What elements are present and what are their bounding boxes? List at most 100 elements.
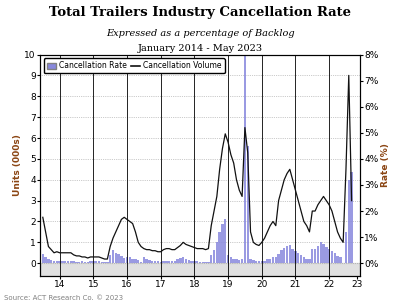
Bar [190,261,193,263]
Bar [95,261,97,263]
Bar [255,261,257,263]
Bar [252,260,254,263]
Bar [249,259,252,263]
Bar [58,261,61,263]
Bar [112,250,114,263]
Bar [311,249,314,263]
Bar [106,262,108,263]
Bar [148,260,151,263]
Bar [123,258,126,263]
Bar [114,253,117,263]
Bar [221,224,224,263]
Bar [129,258,131,263]
Bar [157,261,159,263]
Bar [134,259,137,263]
Bar [244,55,246,263]
Bar [325,247,328,263]
Text: Source: ACT Research Co. © 2023: Source: ACT Research Co. © 2023 [4,295,123,301]
Bar [70,261,72,263]
Bar [67,261,69,263]
Bar [132,258,134,263]
Bar [328,249,330,263]
Bar [235,259,238,263]
Bar [81,261,83,263]
Bar [216,242,218,263]
Bar [196,261,198,263]
Bar [78,262,80,263]
Bar [56,261,58,263]
Bar [207,262,210,263]
Bar [345,232,347,263]
Bar [218,232,221,263]
Bar [331,251,333,263]
Bar [146,258,148,263]
Bar [227,255,229,263]
Bar [118,254,120,263]
Bar [300,255,302,263]
Bar [137,260,140,263]
Bar [230,258,232,263]
Bar [89,261,92,263]
Bar [179,258,182,263]
Text: Total Trailers Industry Cancellation Rate: Total Trailers Industry Cancellation Rat… [49,6,351,19]
Bar [176,259,179,263]
Bar [339,258,342,263]
Bar [263,261,266,263]
Bar [86,262,89,263]
Bar [303,258,305,263]
Bar [199,262,201,263]
Bar [213,250,215,263]
Text: Expressed as a percentage of Backlog: Expressed as a percentage of Backlog [106,29,294,38]
Bar [44,257,47,263]
Bar [314,249,316,263]
Bar [317,246,319,263]
Bar [61,261,64,263]
Bar [266,259,268,263]
Bar [286,246,288,263]
Bar [165,261,168,263]
Bar [188,260,190,263]
Bar [336,256,339,263]
Bar [92,261,94,263]
Bar [246,146,249,263]
Bar [171,261,173,263]
Bar [182,257,184,263]
Bar [42,254,44,263]
Bar [100,262,103,263]
Bar [103,262,106,263]
Bar [47,259,50,263]
Bar [308,259,311,263]
Bar [260,261,263,263]
Bar [224,219,226,263]
Bar [50,260,52,263]
Bar [185,258,187,263]
Y-axis label: Units (000s): Units (000s) [12,134,22,196]
Bar [40,263,360,276]
Bar [269,259,271,263]
Bar [174,261,176,263]
Bar [98,261,100,263]
Bar [241,259,243,263]
Bar [72,261,75,263]
Bar [154,261,156,263]
Legend: Cancellation Rate, Cancellation Volume: Cancellation Rate, Cancellation Volume [44,58,224,73]
Bar [232,258,235,263]
Bar [348,180,350,263]
Bar [322,245,325,263]
Bar [109,255,111,263]
Bar [160,262,162,263]
Bar [283,248,286,263]
Bar [320,242,322,263]
Bar [162,261,165,263]
Bar [193,261,196,263]
Bar [53,261,55,263]
Bar [350,172,353,263]
Bar [64,261,66,263]
Bar [280,250,282,263]
Bar [140,262,142,263]
Bar [278,254,280,263]
Bar [334,253,336,263]
Bar [75,262,78,263]
Bar [297,253,300,263]
Bar [120,256,122,263]
